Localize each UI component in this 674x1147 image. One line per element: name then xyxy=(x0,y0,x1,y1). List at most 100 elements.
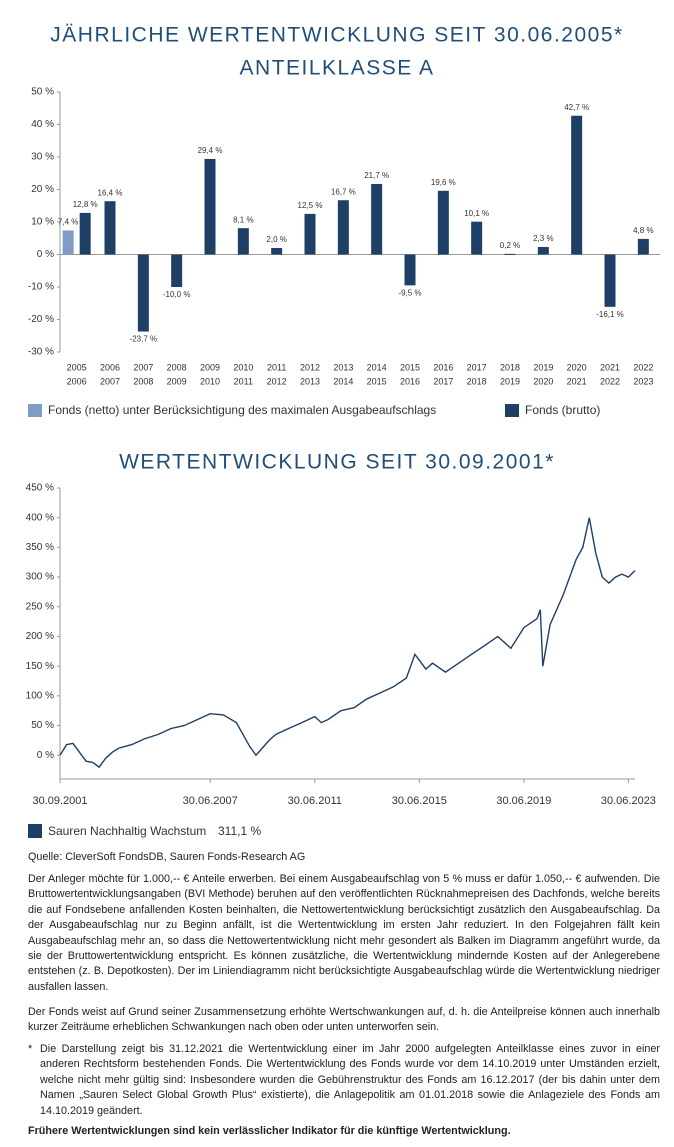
x-tick-label: 2020 xyxy=(567,362,587,372)
paragraph: Der Anleger möchte für 1.000,-- € Anteil… xyxy=(28,873,660,993)
bar xyxy=(304,213,316,255)
x-tick-label: 2019 xyxy=(500,376,520,386)
footnote: * Die Darstellung zeigt bis 31.12.2021 d… xyxy=(28,1042,660,1119)
value-label: 16,7 % xyxy=(331,187,356,196)
x-tick-label: 30.06.2015 xyxy=(392,795,447,807)
bar xyxy=(237,228,249,255)
disclaimer: Frühere Wertentwicklungen sind kein verl… xyxy=(28,1125,511,1137)
y-tick-label: 200 % xyxy=(26,631,54,642)
bar xyxy=(604,254,616,307)
bar xyxy=(404,254,416,286)
x-tick-label: 2022 xyxy=(633,362,653,372)
value-label: 12,8 % xyxy=(73,200,98,209)
y-tick-label: 400 % xyxy=(26,512,54,523)
x-tick-label: 2006 xyxy=(67,376,87,386)
x-tick-label: 2007 xyxy=(133,362,153,372)
value-label: 21,7 % xyxy=(364,171,389,180)
value-label: 0,2 % xyxy=(500,241,520,250)
legend-value: 311,1 % xyxy=(218,824,261,838)
x-tick-label: 30.06.2011 xyxy=(288,795,342,807)
x-tick-label: 30.06.2023 xyxy=(601,795,656,807)
line xyxy=(59,517,636,769)
y-tick-label: 40 % xyxy=(31,119,54,130)
value-label: 7,4 % xyxy=(58,218,78,227)
value-label: -23,7 % xyxy=(130,335,158,344)
bar xyxy=(62,230,74,255)
y-tick-label: 0 % xyxy=(37,249,54,260)
y-tick-label: 450 % xyxy=(26,483,54,494)
x-tick-label: 2017 xyxy=(467,362,487,372)
value-label: 8,1 % xyxy=(233,215,253,224)
legend-swatch xyxy=(28,824,42,838)
value-label: 12,5 % xyxy=(298,201,323,210)
y-tick-label: -20 % xyxy=(28,314,54,325)
x-tick-label: 2021 xyxy=(567,376,587,386)
x-tick-label: 2020 xyxy=(533,376,553,386)
x-tick-label: 2015 xyxy=(400,362,420,372)
bar xyxy=(171,254,183,287)
legend-label: Fonds (netto) unter Berücksichtigung des… xyxy=(48,403,436,417)
x-tick-label: 2016 xyxy=(433,362,453,372)
x-tick-label: 2006 xyxy=(100,362,120,372)
value-label: 19,6 % xyxy=(431,178,456,187)
y-tick-label: 350 % xyxy=(26,542,54,553)
charts: JÄHRLICHE WERTENTWICKLUNG SEIT 30.06.200… xyxy=(26,24,660,838)
y-tick-label: 30 % xyxy=(31,152,54,163)
x-tick-label: 2009 xyxy=(167,376,187,386)
x-tick-label: 2010 xyxy=(233,362,253,372)
chart-title: JÄHRLICHE WERTENTWICKLUNG SEIT 30.06.200… xyxy=(50,24,623,47)
footnote-text: Die Darstellung zeigt bis 31.12.2021 die… xyxy=(40,1043,660,1117)
x-tick-label: 2010 xyxy=(200,376,220,386)
value-label: 10,1 % xyxy=(464,209,489,218)
legend-label: Fonds (brutto) xyxy=(525,403,600,417)
legend-label: Sauren Nachhaltig Wachstum xyxy=(48,824,206,838)
y-tick-label: -30 % xyxy=(28,347,54,358)
y-tick-label: 100 % xyxy=(26,690,54,701)
x-tick-label: 2009 xyxy=(200,362,220,372)
bar xyxy=(637,238,649,255)
value-label: 2,0 % xyxy=(266,235,286,244)
bar xyxy=(504,253,516,255)
x-tick-label: 2017 xyxy=(433,376,453,386)
y-tick-label: 150 % xyxy=(26,661,54,672)
value-label: 2,3 % xyxy=(533,234,553,243)
x-tick-label: 2023 xyxy=(633,376,653,386)
legend-swatch xyxy=(28,404,42,417)
bar xyxy=(471,221,483,255)
chart-subtitle: ANTEILKLASSE A xyxy=(240,57,435,80)
bar xyxy=(537,247,549,255)
y-tick-label: 250 % xyxy=(26,601,54,612)
value-label: 29,4 % xyxy=(198,146,223,155)
x-tick-label: 30.06.2019 xyxy=(496,795,551,807)
bar xyxy=(104,201,116,255)
paragraph: Der Fonds weist auf Grund seiner Zusamme… xyxy=(28,1006,660,1034)
x-tick-label: 2019 xyxy=(533,362,553,372)
x-tick-label: 2005 xyxy=(67,362,87,372)
x-tick-label: 2014 xyxy=(333,376,353,386)
x-tick-label: 2018 xyxy=(500,362,520,372)
value-label: -10,0 % xyxy=(163,290,191,299)
value-label: -9,5 % xyxy=(398,288,421,297)
source: Quelle: CleverSoft FondsDB, Sauren Fonds… xyxy=(28,851,306,863)
x-tick-label: 2021 xyxy=(600,362,620,372)
y-tick-label: 50 % xyxy=(31,720,54,731)
bar xyxy=(337,200,349,255)
y-tick-label: 50 % xyxy=(31,87,54,98)
bar xyxy=(79,212,91,255)
y-tick-label: 20 % xyxy=(31,184,54,195)
x-tick-label: 2013 xyxy=(300,376,320,386)
x-tick-label: 2012 xyxy=(300,362,320,372)
y-tick-label: 0 % xyxy=(37,750,54,761)
value-label: 4,8 % xyxy=(633,226,653,235)
x-tick-label: 2011 xyxy=(267,362,286,372)
x-tick-label: 2007 xyxy=(100,376,120,386)
x-tick-label: 30.09.2001 xyxy=(32,795,87,807)
bar xyxy=(271,248,283,255)
value-label: 42,7 % xyxy=(564,103,589,112)
value-label: -16,1 % xyxy=(596,310,624,319)
x-tick-label: 2012 xyxy=(267,376,287,386)
y-tick-label: 10 % xyxy=(31,217,54,228)
chart-title: WERTENTWICKLUNG SEIT 30.09.2001* xyxy=(119,451,555,474)
x-tick-label: 2013 xyxy=(333,362,353,372)
